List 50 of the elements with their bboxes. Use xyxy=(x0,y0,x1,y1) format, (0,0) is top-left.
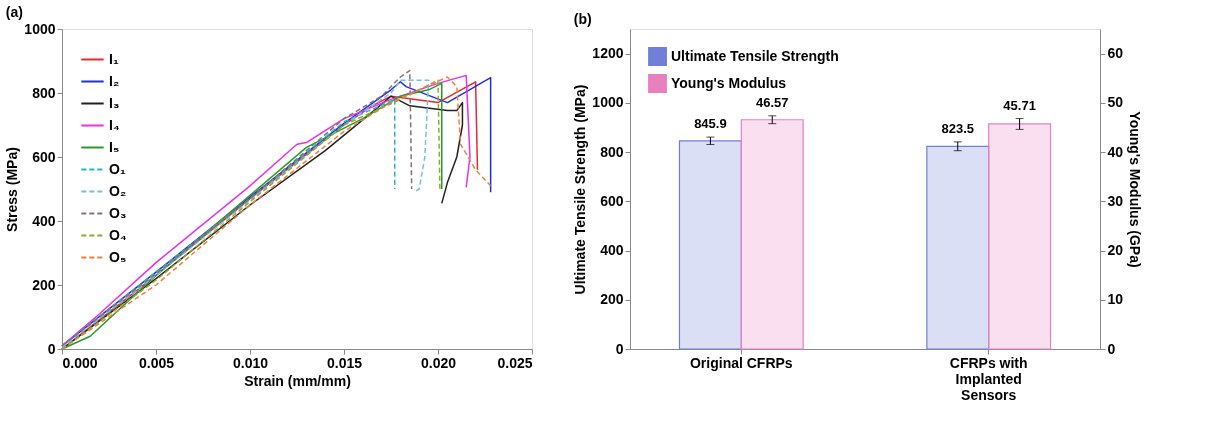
legend-label: I₅ xyxy=(109,138,120,155)
chart-title: (a) xyxy=(5,4,23,20)
legend-label: O₂ xyxy=(109,182,127,199)
y-tick-label: 1000 xyxy=(592,94,624,111)
y2-tick-label: 0 xyxy=(1107,340,1116,357)
y-tick-label: 200 xyxy=(600,291,624,308)
legend-label: O₁ xyxy=(109,160,126,177)
legend-label: I₃ xyxy=(109,94,120,111)
chart-title: (b) xyxy=(573,11,592,27)
data-label: 46.57 xyxy=(755,94,789,110)
legend-label: I₂ xyxy=(109,72,120,89)
y-tick-label: 600 xyxy=(600,192,624,209)
legend-label: O₃ xyxy=(109,204,127,221)
x-axis-title: Strain (mm/mm) xyxy=(244,372,351,389)
y-tick-label: 400 xyxy=(32,212,56,229)
y-tick-label: 800 xyxy=(32,84,56,101)
y-tick-label: 1200 xyxy=(592,45,624,62)
legend-label: O₅ xyxy=(109,248,127,265)
x-tick-label: 0.010 xyxy=(232,354,269,371)
y-tick-label: 0 xyxy=(615,340,624,357)
y2-tick-label: 30 xyxy=(1107,192,1124,209)
y2-tick-label: 10 xyxy=(1107,291,1124,308)
legend-label: O₄ xyxy=(109,226,127,243)
data-label: 823.5 xyxy=(941,120,975,136)
x-tick-label: Original CFRPs xyxy=(689,354,793,371)
x-tick-label: 0.025 xyxy=(497,354,533,371)
y2-tick-label: 60 xyxy=(1107,45,1124,62)
y-tick-label: 200 xyxy=(32,276,56,293)
legend-label: I₁ xyxy=(109,50,119,67)
x-tick-label: 0.015 xyxy=(326,354,363,371)
x-tick-label: 0.000 xyxy=(62,354,98,371)
data-label: 845.9 xyxy=(694,116,727,132)
y-tick-label: 400 xyxy=(600,242,624,259)
x-tick-label: 0.005 xyxy=(138,354,175,371)
x-tick-label: 0.020 xyxy=(420,354,457,371)
legend-label: Ultimate Tensile Strength xyxy=(671,47,839,64)
y2-tick-label: 40 xyxy=(1107,143,1124,160)
y-tick-label: 0 xyxy=(47,340,56,357)
y2-tick-label: 50 xyxy=(1107,94,1124,111)
legend-label: Young's Modulus xyxy=(671,74,787,91)
y-tick-label: 800 xyxy=(600,143,624,160)
y-axis-title: Ultimate Tensile Strength (MPa) xyxy=(572,84,589,295)
legend-label: I₄ xyxy=(109,116,120,133)
data-label: 45.71 xyxy=(1003,97,1036,113)
y-tick-label: 600 xyxy=(32,148,56,165)
y-tick-label: 1000 xyxy=(24,20,56,37)
x-tick-label: CFRPs with Implanted Sensors xyxy=(949,354,1028,403)
y2-tick-label: 20 xyxy=(1107,242,1124,259)
y-axis-title: Stress (MPa) xyxy=(4,147,21,232)
y2-axis-title: Young's Modulus (GPa) xyxy=(1127,111,1144,268)
